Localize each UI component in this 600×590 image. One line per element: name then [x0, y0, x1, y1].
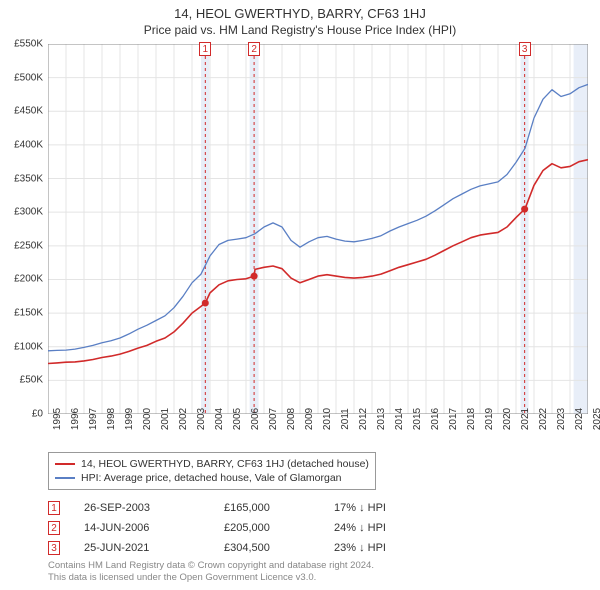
x-tick-label: 2005 — [232, 408, 243, 430]
y-tick-label: £350K — [14, 173, 43, 184]
sales-row: 2 14-JUN-2006£205,00024% ↓ HPI — [48, 518, 386, 538]
legend-item: 14, HEOL GWERTHYD, BARRY, CF63 1HJ (deta… — [55, 457, 369, 471]
sales-hpi: 23% ↓ HPI — [334, 542, 386, 554]
y-tick-label: £400K — [14, 139, 43, 150]
x-tick-label: 2020 — [502, 408, 513, 430]
chart-subtitle: Price paid vs. HM Land Registry's House … — [0, 21, 600, 41]
x-tick-label: 2006 — [250, 408, 261, 430]
sales-hpi: 17% ↓ HPI — [334, 502, 386, 514]
sales-hpi: 24% ↓ HPI — [334, 522, 386, 534]
x-tick-label: 2015 — [412, 408, 423, 430]
x-tick-label: 2008 — [286, 408, 297, 430]
x-tick-label: 2021 — [520, 408, 531, 430]
attribution: Contains HM Land Registry data © Crown c… — [48, 560, 374, 584]
sales-row: 3 25-JUN-2021£304,50023% ↓ HPI — [48, 538, 386, 558]
y-tick-label: £550K — [14, 39, 43, 50]
sale-marker: 1 — [199, 42, 211, 56]
x-tick-label: 1998 — [106, 408, 117, 430]
x-tick-label: 1996 — [70, 408, 81, 430]
x-tick-label: 2014 — [394, 408, 405, 430]
x-tick-label: 2004 — [214, 408, 225, 430]
attribution-line1: Contains HM Land Registry data © Crown c… — [48, 560, 374, 572]
y-tick-label: £500K — [14, 72, 43, 83]
x-tick-label: 2010 — [322, 408, 333, 430]
chart-area: £0£50K£100K£150K£200K£250K£300K£350K£400… — [48, 44, 588, 414]
x-tick-label: 2019 — [484, 408, 495, 430]
y-tick-label: £0 — [32, 409, 43, 420]
sale-marker: 2 — [248, 42, 260, 56]
x-tick-label: 2009 — [304, 408, 315, 430]
legend-swatch — [55, 477, 75, 479]
x-tick-label: 2011 — [340, 408, 351, 430]
x-tick-label: 2017 — [448, 408, 459, 430]
y-tick-label: £50K — [20, 375, 43, 386]
x-tick-label: 2025 — [592, 408, 600, 430]
legend-item: HPI: Average price, detached house, Vale… — [55, 471, 369, 485]
x-tick-label: 2007 — [268, 408, 279, 430]
y-tick-label: £250K — [14, 240, 43, 251]
legend: 14, HEOL GWERTHYD, BARRY, CF63 1HJ (deta… — [48, 452, 376, 490]
sales-price: £165,000 — [224, 502, 334, 514]
sales-row: 1 26-SEP-2003£165,00017% ↓ HPI — [48, 498, 386, 518]
y-tick-label: £100K — [14, 341, 43, 352]
legend-swatch — [55, 463, 75, 465]
x-tick-label: 1995 — [52, 408, 63, 430]
x-tick-label: 2018 — [466, 408, 477, 430]
x-tick-label: 2012 — [358, 408, 369, 430]
sales-row-marker: 3 — [48, 541, 60, 555]
y-tick-label: £300K — [14, 207, 43, 218]
x-tick-label: 2000 — [142, 408, 153, 430]
x-tick-label: 2013 — [376, 408, 387, 430]
x-tick-label: 1997 — [88, 408, 99, 430]
legend-label: 14, HEOL GWERTHYD, BARRY, CF63 1HJ (deta… — [81, 458, 369, 470]
y-tick-label: £450K — [14, 106, 43, 117]
x-tick-label: 2024 — [574, 408, 585, 430]
attribution-line2: This data is licensed under the Open Gov… — [48, 572, 374, 584]
sales-table: 1 26-SEP-2003£165,00017% ↓ HPI 2 14-JUN-200… — [48, 498, 386, 558]
x-tick-label: 2022 — [538, 408, 549, 430]
sales-date: 14-JUN-2006 — [84, 522, 224, 534]
chart-title: 14, HEOL GWERTHYD, BARRY, CF63 1HJ — [0, 0, 600, 21]
sales-date: 26-SEP-2003 — [84, 502, 224, 514]
sales-price: £304,500 — [224, 542, 334, 554]
sales-row-marker: 1 — [48, 501, 60, 515]
x-tick-label: 2023 — [556, 408, 567, 430]
sales-price: £205,000 — [224, 522, 334, 534]
x-tick-label: 1999 — [124, 408, 135, 430]
chart-container: 14, HEOL GWERTHYD, BARRY, CF63 1HJ Price… — [0, 0, 600, 590]
x-tick-label: 2001 — [160, 408, 171, 430]
y-tick-label: £150K — [14, 308, 43, 319]
sales-row-marker: 2 — [48, 521, 60, 535]
plot-svg — [48, 44, 588, 414]
y-tick-label: £200K — [14, 274, 43, 285]
x-tick-label: 2002 — [178, 408, 189, 430]
sale-marker: 3 — [519, 42, 531, 56]
sales-date: 25-JUN-2021 — [84, 542, 224, 554]
x-tick-label: 2016 — [430, 408, 441, 430]
legend-label: HPI: Average price, detached house, Vale… — [81, 472, 342, 484]
x-tick-label: 2003 — [196, 408, 207, 430]
